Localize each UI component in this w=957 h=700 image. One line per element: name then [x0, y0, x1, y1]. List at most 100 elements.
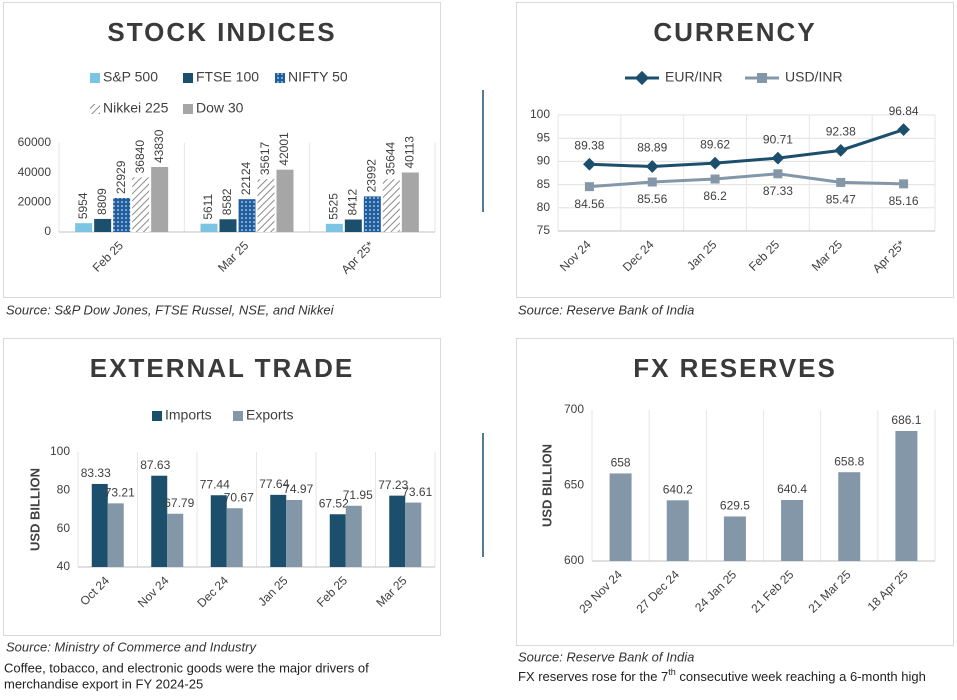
bar [276, 169, 294, 232]
panel [516, 338, 954, 646]
bar [405, 502, 422, 567]
data-label: 73.21 [105, 486, 135, 500]
chart-title: FX RESERVES [633, 353, 837, 383]
data-label: 8809 [95, 188, 109, 215]
bar [895, 430, 918, 561]
panel [3, 338, 441, 636]
bar [382, 179, 400, 232]
y-tick-label: 100 [530, 107, 550, 121]
data-label: 85.56 [637, 192, 667, 206]
legend-label: EUR/INR [665, 69, 723, 85]
note: Coffee, tobacco, and electronic goods we… [4, 660, 369, 675]
data-label: 77.23 [378, 478, 408, 492]
data-label: 640.2 [663, 482, 693, 496]
bar [666, 500, 689, 561]
bar [389, 495, 406, 567]
bar [723, 516, 746, 561]
data-label: 96.84 [889, 104, 919, 118]
legend-label: NIFTY 50 [288, 69, 348, 85]
y-tick-label: 700 [564, 402, 584, 416]
data-label: 86.2 [703, 189, 727, 203]
chart-title: CURRENCY [653, 17, 816, 47]
bar [344, 219, 362, 232]
data-label: 5954 [76, 192, 90, 219]
data-label: 43830 [152, 129, 166, 163]
bar [329, 514, 346, 567]
data-label: 89.38 [574, 138, 604, 152]
marker [710, 174, 720, 184]
y-axis-label: USD BILLION [539, 444, 554, 527]
bar [113, 197, 131, 232]
legend-swatch [183, 104, 193, 114]
data-label: 88.89 [637, 141, 667, 155]
data-label: 92.38 [826, 125, 856, 139]
data-label: 71.95 [343, 488, 373, 502]
bar [270, 494, 287, 567]
note: merchandise export in FY 2024-25 [4, 676, 203, 691]
bar [91, 483, 108, 567]
data-label: 87.33 [763, 184, 793, 198]
data-label: 22124 [239, 161, 253, 195]
legend-swatch [90, 73, 100, 83]
y-axis-label: USD BILLION [27, 468, 42, 551]
marker [584, 182, 594, 192]
data-label: 658 [611, 456, 631, 470]
data-label: 67.79 [164, 496, 194, 510]
legend-label: Nikkei 225 [103, 100, 169, 116]
marker [647, 177, 657, 187]
data-label: 5611 [201, 194, 215, 220]
bar [219, 219, 237, 232]
data-label: 87.63 [140, 458, 170, 472]
bar [94, 218, 112, 232]
legend-marker [634, 70, 650, 86]
bar [257, 179, 275, 232]
y-tick-label: 90 [537, 154, 551, 168]
line [589, 172, 904, 189]
y-tick-label: 80 [57, 483, 71, 497]
y-tick-label: 60000 [18, 135, 52, 149]
bar [151, 475, 168, 567]
legend-swatch [152, 411, 162, 421]
legend-swatch [90, 104, 100, 114]
source: Source: Reserve Bank of India [518, 302, 694, 317]
chart-title: STOCK INDICES [107, 17, 336, 47]
source: Source: S&P Dow Jones, FTSE Russel, NSE,… [6, 302, 335, 317]
marker [899, 179, 909, 189]
data-label: 83.33 [81, 466, 111, 480]
data-label: 5525 [327, 193, 341, 220]
legend-label: S&P 500 [103, 69, 158, 85]
legend-swatch [233, 411, 243, 421]
bar [363, 196, 381, 232]
line [589, 128, 905, 169]
note-part: th [668, 667, 676, 677]
legend-swatch [183, 73, 193, 83]
data-label: 85.47 [826, 193, 856, 207]
y-tick-label: 85 [537, 177, 551, 191]
data-label: 8412 [346, 189, 360, 216]
y-tick-label: 100 [50, 444, 70, 458]
data-label: 36840 [133, 140, 147, 174]
marker [836, 177, 846, 187]
bar [781, 499, 804, 561]
note: FX reserves rose for the 7th consecutive… [518, 667, 926, 684]
y-tick-label: 80 [537, 200, 551, 214]
data-label: 640.4 [777, 482, 807, 496]
data-label: 686.1 [891, 413, 921, 427]
y-tick-label: 650 [564, 478, 584, 492]
data-label: 77.44 [200, 477, 230, 491]
bar [210, 495, 227, 567]
bar [200, 223, 218, 232]
y-tick-label: 20000 [18, 195, 52, 209]
data-label: 90.71 [763, 132, 793, 146]
legend-label: Imports [165, 407, 212, 423]
marker [773, 169, 783, 179]
bar [325, 223, 343, 232]
bar [167, 513, 184, 567]
data-label: 35617 [258, 141, 272, 175]
source: Source: Ministry of Commerce and Industr… [6, 639, 257, 654]
y-tick-label: 60 [57, 521, 71, 535]
note-part: consecutive week reaching a 6-month high [676, 669, 926, 684]
y-tick-label: 600 [564, 553, 584, 567]
bar [75, 223, 93, 232]
